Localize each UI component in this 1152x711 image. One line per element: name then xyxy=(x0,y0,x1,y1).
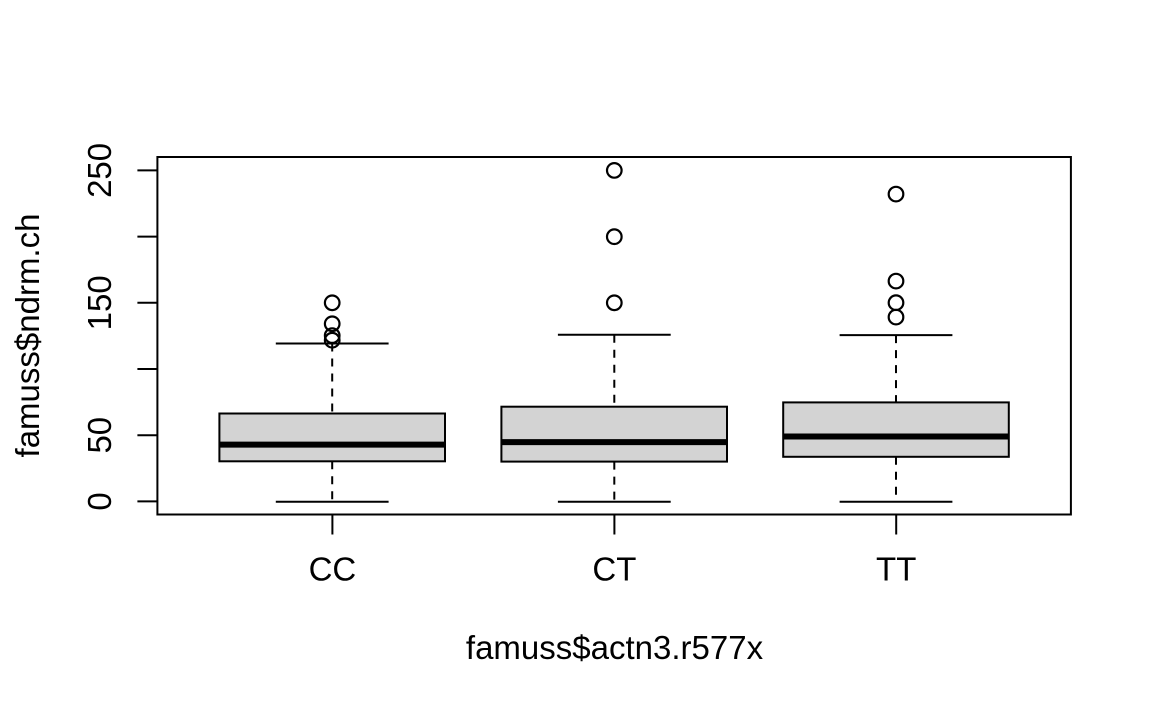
svg-text:TT: TT xyxy=(876,551,916,588)
svg-text:50: 50 xyxy=(81,417,118,454)
svg-text:0: 0 xyxy=(81,492,118,510)
svg-text:famuss$ndrm.ch: famuss$ndrm.ch xyxy=(9,214,46,458)
svg-text:CC: CC xyxy=(309,551,357,588)
svg-text:150: 150 xyxy=(81,275,118,330)
svg-text:famuss$actn3.r577x: famuss$actn3.r577x xyxy=(466,629,764,666)
svg-text:250: 250 xyxy=(81,143,118,198)
svg-text:CT: CT xyxy=(592,551,636,588)
